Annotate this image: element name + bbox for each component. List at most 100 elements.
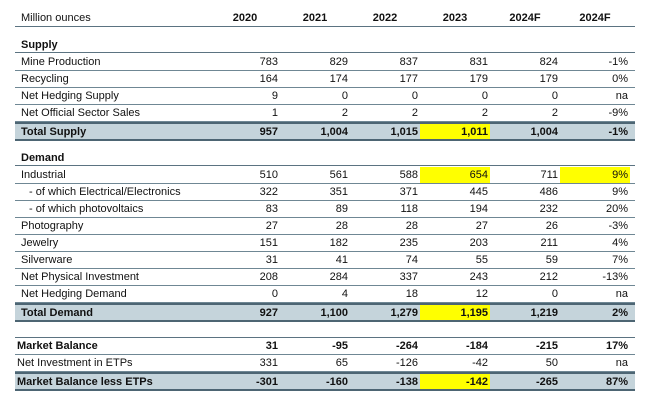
value-cell: 588 bbox=[399, 169, 418, 181]
table-row: - of which photovoltaics 83 89 118 194 232 20% bbox=[15, 201, 635, 218]
row-label: Photography bbox=[21, 220, 84, 232]
value-cell: 829 bbox=[329, 56, 348, 68]
value-cell: 232 bbox=[539, 203, 558, 215]
value-cell: 28 bbox=[405, 220, 418, 232]
change-cell: 87% bbox=[605, 375, 628, 388]
value-cell: 28 bbox=[335, 220, 348, 232]
row-label: Recycling bbox=[21, 73, 69, 85]
change-cell: 4% bbox=[612, 237, 628, 249]
change-cell: 0% bbox=[612, 73, 628, 85]
value-cell: 164 bbox=[259, 73, 278, 85]
value-cell: 783 bbox=[259, 56, 278, 68]
change-cell: 2024F bbox=[579, 12, 611, 24]
table-row: Net Hedging Supply 9 0 0 0 0 na bbox=[15, 88, 635, 105]
value-cell: 2 bbox=[551, 107, 558, 119]
row-label: Supply bbox=[21, 38, 58, 51]
value-cell: -95 bbox=[332, 340, 348, 352]
row-label: Million ounces bbox=[21, 12, 91, 24]
value-cell: 837 bbox=[399, 56, 418, 68]
row-label: Net Hedging Supply bbox=[21, 90, 119, 102]
change-cell: -1% bbox=[608, 125, 628, 138]
value-cell: 0 bbox=[551, 90, 558, 102]
value-cell: 927 bbox=[259, 306, 278, 319]
table-row: Jewelry 151 182 235 203 211 4% bbox=[15, 235, 635, 252]
section-heading-supply: Supply bbox=[15, 37, 635, 53]
market-balance-less-etps-row: Market Balance less ETPs -301 -160 -138 -142… bbox=[15, 372, 635, 391]
value-cell: 1,195 bbox=[420, 305, 490, 320]
value-cell: 1,100 bbox=[320, 306, 348, 319]
row-label: Net Investment in ETPs bbox=[17, 357, 133, 369]
table-row: Net Investment in ETPs 331 65 -126 -42 50 na bbox=[15, 355, 635, 372]
total-supply-row: Total Supply 957 1,004 1,015 1,011 1,004 -1% bbox=[15, 122, 635, 141]
value-cell: 2023 bbox=[442, 12, 468, 24]
value-cell: 957 bbox=[259, 125, 278, 138]
value-cell: 41 bbox=[335, 254, 348, 266]
value-cell: 31 bbox=[265, 340, 278, 352]
table-row: Recycling 164 174 177 179 179 0% bbox=[15, 71, 635, 88]
value-cell: 1,011 bbox=[420, 124, 490, 139]
value-cell: 65 bbox=[335, 357, 348, 369]
value-cell: 18 bbox=[405, 288, 418, 300]
row-label: Industrial bbox=[21, 169, 66, 181]
change-cell: -9% bbox=[608, 107, 628, 119]
value-cell: 2021 bbox=[302, 12, 328, 24]
value-cell: 27 bbox=[265, 220, 278, 232]
value-cell: 0 bbox=[341, 90, 348, 102]
change-cell: -13% bbox=[602, 271, 628, 283]
value-cell: 208 bbox=[259, 271, 278, 283]
table-row: Mine Production 783 829 837 831 824 -1% bbox=[15, 54, 635, 71]
value-cell: 824 bbox=[539, 56, 558, 68]
value-cell: -42 bbox=[472, 357, 488, 369]
table-row: Industrial 510 561 588 654 711 9% bbox=[15, 167, 635, 184]
value-cell: 0 bbox=[481, 90, 488, 102]
value-cell: 322 bbox=[259, 186, 278, 198]
row-label: Demand bbox=[21, 151, 65, 164]
value-cell: 371 bbox=[399, 186, 418, 198]
table-row: Net Hedging Demand 0 4 18 12 0 na bbox=[15, 286, 635, 303]
value-cell: 351 bbox=[329, 186, 348, 198]
change-cell: 9% bbox=[560, 167, 630, 183]
row-label: Total Supply bbox=[21, 125, 87, 138]
change-cell: na bbox=[615, 357, 628, 369]
value-cell: 2 bbox=[411, 107, 418, 119]
row-label: Jewelry bbox=[21, 237, 59, 249]
value-cell: 1 bbox=[271, 107, 278, 119]
change-cell: na bbox=[615, 288, 628, 300]
total-demand-row: Total Demand 927 1,100 1,279 1,195 1,219 2% bbox=[15, 303, 635, 322]
value-cell: 27 bbox=[475, 220, 488, 232]
value-cell: 31 bbox=[265, 254, 278, 266]
value-cell: -184 bbox=[465, 340, 488, 352]
value-cell: -126 bbox=[395, 357, 418, 369]
value-cell: 74 bbox=[405, 254, 418, 266]
value-cell: 4 bbox=[341, 288, 348, 300]
value-cell: 510 bbox=[259, 169, 278, 181]
value-cell: 59 bbox=[545, 254, 558, 266]
table-row: Net Physical Investment 208 284 337 243 212 -1… bbox=[15, 269, 635, 286]
change-cell: 17% bbox=[605, 340, 628, 352]
row-label: Net Official Sector Sales bbox=[21, 107, 141, 119]
value-cell: 445 bbox=[469, 186, 488, 198]
table-row: Silverware 31 41 74 55 59 7% bbox=[15, 252, 635, 269]
change-cell: -1% bbox=[608, 56, 628, 68]
value-cell: 1,004 bbox=[530, 125, 558, 138]
value-cell: 89 bbox=[335, 203, 348, 215]
value-cell: 83 bbox=[265, 203, 278, 215]
table-row: Net Official Sector Sales 1 2 2 2 2 -9% bbox=[15, 105, 635, 122]
row-label: Net Hedging Demand bbox=[21, 288, 127, 300]
row-label: - of which photovoltaics bbox=[29, 203, 144, 215]
value-cell: 331 bbox=[259, 357, 278, 369]
value-cell: 243 bbox=[469, 271, 488, 283]
value-cell: 0 bbox=[271, 288, 278, 300]
change-cell: 2% bbox=[612, 306, 628, 319]
value-cell: 337 bbox=[399, 271, 418, 283]
value-cell: 211 bbox=[540, 237, 558, 249]
value-cell: -264 bbox=[395, 340, 418, 352]
market-balance-row: Market Balance 31 -95 -264 -184 -215 17% bbox=[15, 338, 635, 355]
change-cell: 20% bbox=[605, 203, 628, 215]
value-cell: 1,004 bbox=[320, 125, 348, 138]
value-cell: 177 bbox=[399, 73, 418, 85]
value-cell: 284 bbox=[329, 271, 348, 283]
value-cell: 182 bbox=[329, 237, 348, 249]
value-cell: 2 bbox=[481, 107, 488, 119]
value-cell: 2 bbox=[341, 107, 348, 119]
